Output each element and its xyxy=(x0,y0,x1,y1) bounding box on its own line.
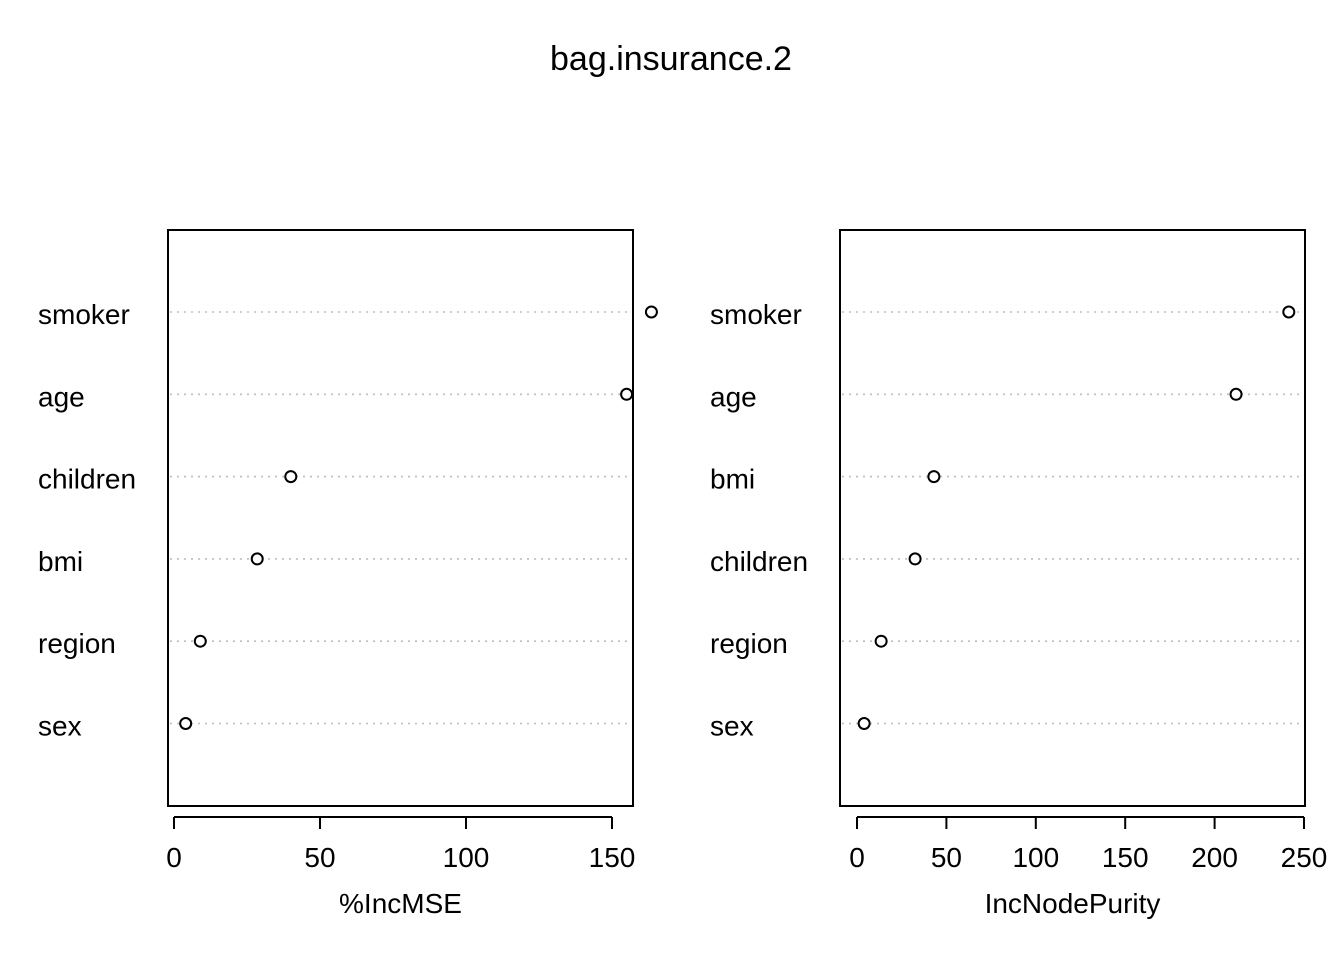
plot-frame xyxy=(839,229,1306,807)
category-label: sex xyxy=(38,711,82,742)
category-label: bmi xyxy=(38,546,83,577)
category-label: age xyxy=(38,381,85,412)
data-point-age xyxy=(620,387,634,401)
category-label: children xyxy=(38,464,136,495)
category-label: bmi xyxy=(710,464,755,495)
data-point-sex xyxy=(179,717,193,730)
x-tick-label: 100 xyxy=(1012,842,1059,873)
x-axis-title: IncNodePurity xyxy=(985,888,1161,919)
panel-incmse: smoker age children bmi region sex 0 50 100 150 %I… xyxy=(38,229,658,919)
plot-frame xyxy=(167,229,634,807)
data-point-bmi xyxy=(250,552,264,566)
category-label: smoker xyxy=(710,299,802,330)
x-tick-label: 50 xyxy=(931,842,962,873)
category-label: children xyxy=(710,546,808,577)
x-tick-label: 0 xyxy=(849,842,865,873)
x-tick-label: 250 xyxy=(1281,842,1328,873)
x-tick-label: 150 xyxy=(589,842,636,873)
data-point-age xyxy=(1229,387,1243,401)
x-axis-title: %IncMSE xyxy=(339,888,462,919)
category-label: age xyxy=(710,381,757,412)
data-point-bmi xyxy=(927,470,941,484)
data-point-smoker xyxy=(644,305,658,319)
x-tick-label: 0 xyxy=(166,842,182,873)
category-label: sex xyxy=(710,711,754,742)
data-point-children xyxy=(284,470,298,484)
category-label: region xyxy=(710,628,788,659)
figure-title: bag.insurance.2 xyxy=(550,40,792,78)
x-tick-label: 100 xyxy=(443,842,490,873)
data-point-sex xyxy=(857,717,871,730)
data-point-children xyxy=(908,552,922,566)
x-tick-label: 150 xyxy=(1102,842,1149,873)
category-label: region xyxy=(38,628,116,659)
panel-incnodepurity: smoker age bmi children region sex 0 50 100 150 20… xyxy=(710,229,1328,919)
data-point-smoker xyxy=(1282,305,1296,319)
x-tick-label: 50 xyxy=(304,842,335,873)
category-label: smoker xyxy=(38,299,130,330)
data-point-region xyxy=(874,634,888,648)
data-point-region xyxy=(193,634,207,648)
x-tick-label: 200 xyxy=(1191,842,1238,873)
